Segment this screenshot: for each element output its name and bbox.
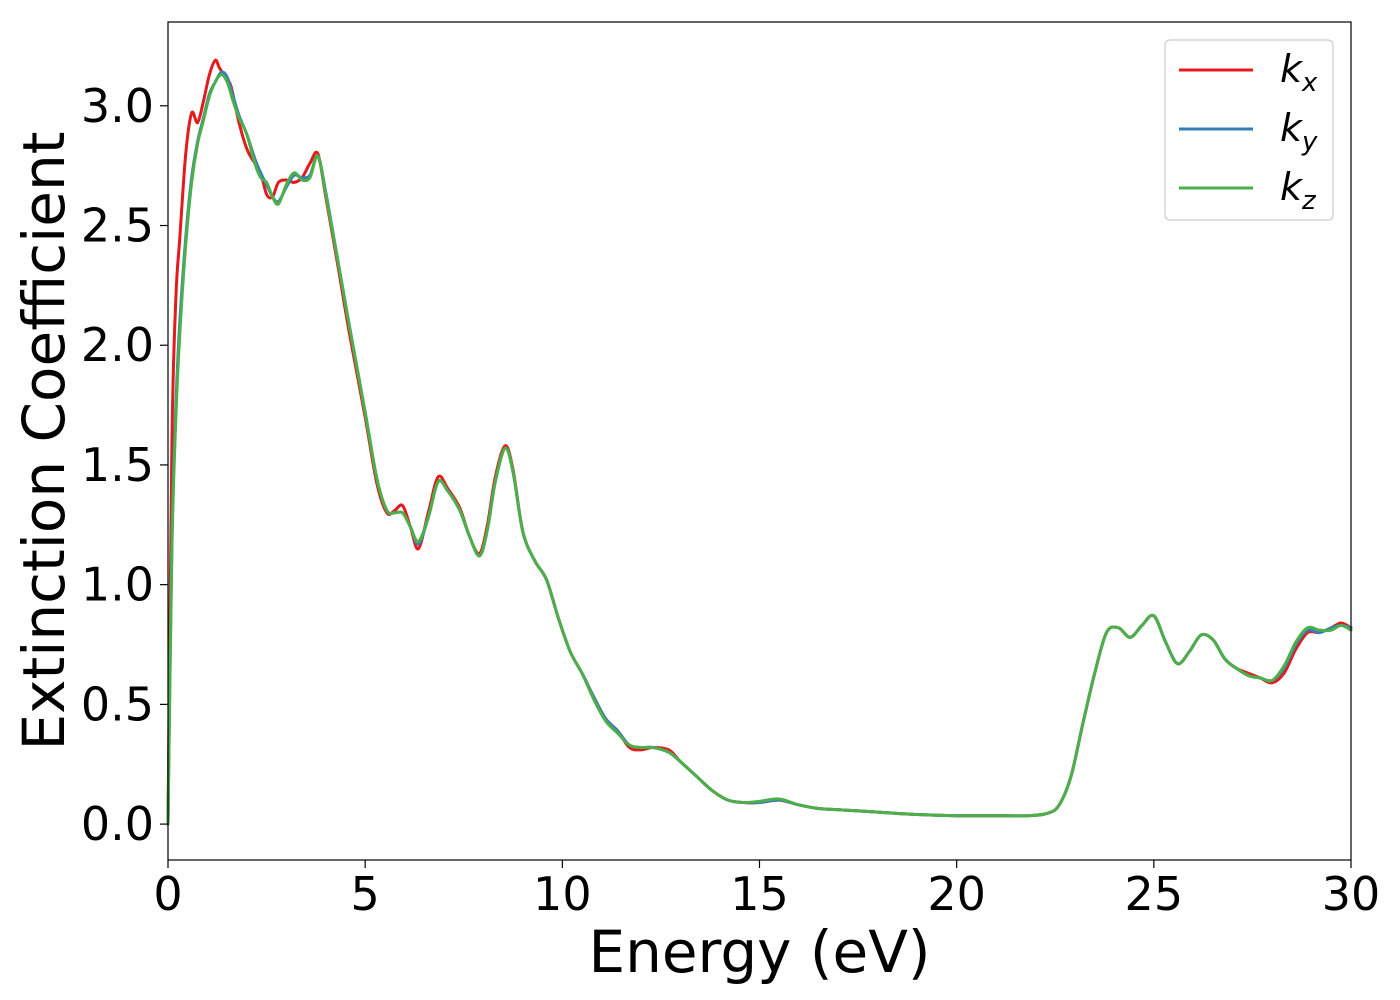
legend-label-z: kz [1280,165,1317,216]
x-tick-label: 5 [351,867,380,921]
x-tick-label: 20 [927,867,986,921]
legend-label-y: ky [1280,106,1318,157]
x-axis-label: Energy (eV) [588,918,930,986]
y-tick-label: 0.0 [81,797,154,851]
y-axis-label: Extinction Coefficient [10,132,78,751]
x-tick-label: 10 [533,867,592,921]
legend-label-x: kx [1280,47,1318,98]
x-tick-label: 0 [153,867,182,921]
y-tick-label: 2.5 [81,199,154,253]
legend: kx ky kz [1164,39,1334,221]
y-axis-ticks: 0.0 0.5 1.0 1.5 2.0 2.5 3.0 [81,79,168,851]
x-axis-ticks: 0 5 10 15 20 25 30 [153,860,1380,921]
y-tick-label: 0.5 [81,677,154,731]
x-tick-label: 25 [1125,867,1184,921]
x-tick-label: 30 [1322,867,1381,921]
y-tick-label: 1.5 [81,438,154,492]
x-tick-label: 15 [730,867,789,921]
series-layer [166,58,1353,826]
y-tick-label: 1.0 [81,558,154,612]
series-line-z [166,73,1353,826]
y-tick-label: 2.0 [81,318,154,372]
y-tick-label: 3.0 [81,79,154,133]
